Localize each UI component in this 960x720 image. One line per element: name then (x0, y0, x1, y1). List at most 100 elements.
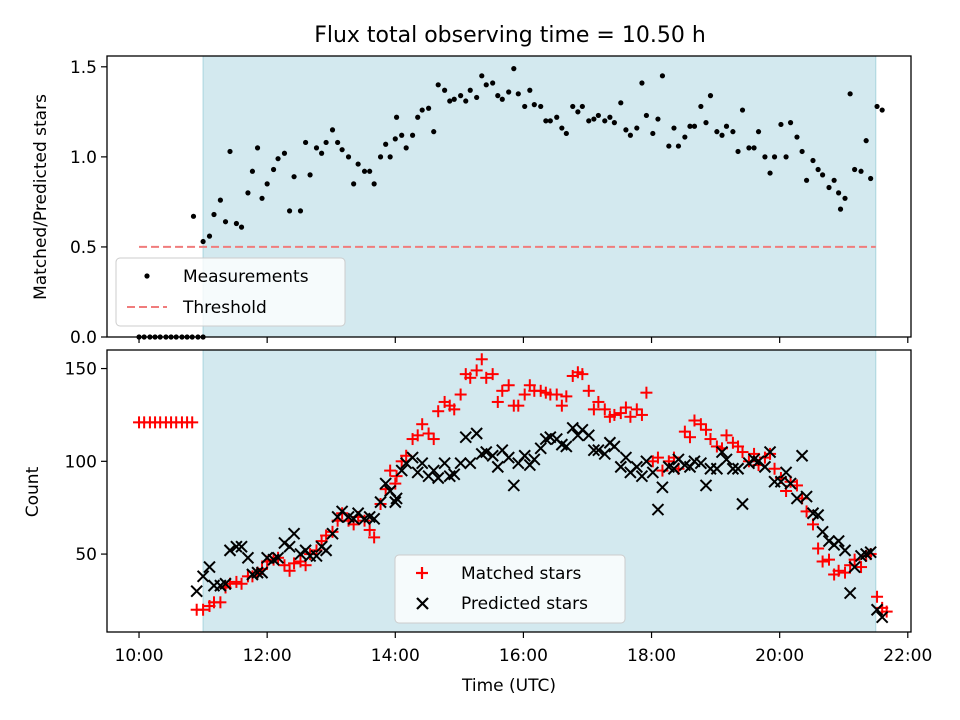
measurement-point (666, 143, 672, 149)
measurement-point (297, 208, 304, 214)
matched-star-point (614, 407, 627, 420)
matched-star-point (389, 477, 402, 490)
measurement-point (842, 195, 848, 201)
measurement-point (264, 181, 270, 187)
matched-star-point (576, 368, 589, 381)
predicted-star-point (486, 449, 499, 462)
measurement-point (547, 118, 553, 124)
predicted-star-point (518, 449, 531, 462)
predicted-star-point (432, 471, 445, 485)
measurement-point (447, 98, 453, 104)
measurement-point (735, 148, 741, 155)
predicted-star-point (592, 443, 605, 457)
measurement-point (275, 156, 281, 162)
matched-star-point (475, 353, 488, 366)
x-tick-label: 18:00 (627, 646, 676, 666)
measurement-point (451, 96, 457, 102)
measurement-point (579, 103, 585, 110)
predicted-star-point (587, 443, 601, 457)
matched-star-point (582, 384, 595, 397)
measurement-point (723, 123, 730, 129)
predicted-star-point (196, 570, 210, 583)
measurement-point (335, 139, 341, 146)
matched-star-point (550, 388, 563, 401)
measurement-point (367, 168, 373, 174)
predicted-star-point (389, 495, 402, 509)
ratio-y-tick-label: 1.0 (70, 148, 97, 168)
measurement-point (463, 98, 469, 104)
matched-star-point (635, 408, 648, 421)
count-y-tick-label: 100 (65, 452, 97, 472)
measurement-point (863, 138, 869, 144)
measurement-point (826, 184, 832, 191)
measurement-point (254, 145, 261, 151)
matched-star-point (310, 544, 323, 557)
predicted-star-point (470, 427, 483, 440)
measurement-point (687, 123, 693, 129)
measurement-point (442, 87, 448, 93)
measurement-point (435, 82, 441, 88)
measurement-point (286, 208, 293, 214)
count-axes: 50 100 150 10:00 12:00 14:00 16:00 18:00 20:00 22… (65, 360, 933, 666)
measurement-point (371, 181, 377, 187)
predicted-star-point (875, 610, 889, 624)
matched-star-point (704, 433, 717, 446)
measurement-point (682, 134, 688, 140)
measurement-point (211, 211, 217, 218)
measurement-point (495, 93, 501, 99)
measurement-point (739, 107, 746, 113)
measurement-point (515, 91, 521, 97)
measurement-point (655, 116, 661, 122)
measurements-legend-label: Measurements (183, 267, 309, 287)
predicted-star-point (271, 551, 285, 564)
measurement-point (671, 125, 677, 131)
matched-star-point (512, 399, 525, 412)
predicted-star-point (223, 544, 237, 557)
predicted-star-point (720, 453, 733, 466)
predicted-star-point (566, 421, 579, 435)
measurement-point (206, 233, 213, 239)
measurement-point (431, 129, 437, 135)
measurement-point (217, 197, 223, 203)
predicted-star-point (608, 440, 621, 453)
matched-star-point (608, 408, 621, 421)
matched-star-point (855, 561, 868, 574)
measurement-point (746, 145, 752, 151)
predicted-star-point (560, 440, 573, 453)
measurement-point (783, 154, 789, 160)
predicted-star-point (758, 460, 772, 474)
measurement-point (874, 103, 880, 110)
measurement-point (707, 93, 714, 99)
matched-star-point (235, 577, 248, 590)
predicted-star-point (448, 468, 461, 481)
measurement-point (778, 121, 784, 128)
measurements-legend-marker (144, 273, 150, 279)
count-panel-frame (106, 349, 912, 633)
measurement-point (767, 170, 773, 176)
chart-title: Flux total observing time = 10.50 h (314, 23, 706, 48)
matched-star-point (278, 559, 291, 572)
predicted-star-point (480, 445, 493, 459)
measurement-point (837, 206, 844, 212)
matched-star-point (283, 564, 296, 577)
predicted-star-point (811, 508, 825, 522)
count-panel: 50 100 150 10:00 12:00 14:00 16:00 18:00 20:00 22… (23, 349, 933, 696)
predicted-star-point (454, 456, 467, 470)
count-y-tick-label: 50 (75, 545, 97, 565)
matched-star-point (214, 596, 227, 609)
matched-star-point (186, 416, 199, 429)
measurement-point (377, 154, 384, 160)
predicted-star-point (319, 544, 333, 557)
measurement-point (419, 107, 425, 113)
measurement-point (483, 82, 489, 88)
matched-star-point (230, 575, 243, 588)
measurement-point (467, 87, 473, 93)
matched-star-point (486, 368, 499, 381)
measurement-point (703, 120, 709, 126)
predicted-star-point (694, 456, 708, 470)
count-y-tick-label: 150 (65, 360, 97, 380)
measurement-point (831, 177, 837, 183)
measurement-point (879, 107, 885, 113)
x-tick-label: 22:00 (883, 646, 932, 666)
matched-star-point (694, 418, 707, 431)
